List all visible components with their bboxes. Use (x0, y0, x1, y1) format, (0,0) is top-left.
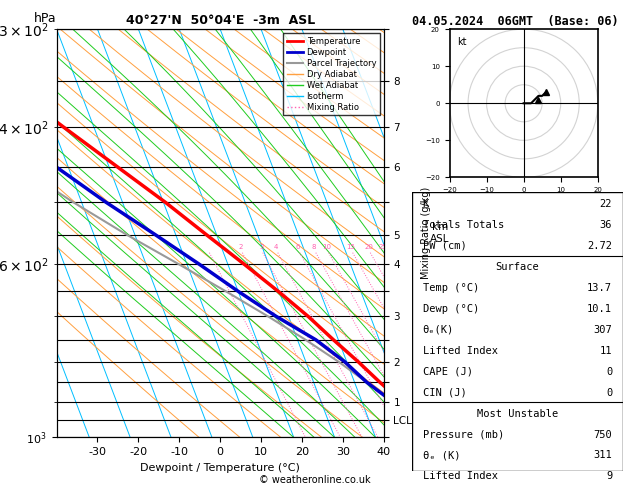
Text: PW (cm): PW (cm) (423, 241, 466, 251)
Text: 0: 0 (606, 366, 612, 377)
Text: 22: 22 (599, 199, 612, 209)
Text: Lifted Index: Lifted Index (423, 346, 498, 356)
Text: 8: 8 (312, 244, 316, 250)
Text: Surface: Surface (496, 262, 539, 272)
Text: Pressure (mb): Pressure (mb) (423, 430, 504, 439)
Text: 3: 3 (259, 244, 264, 250)
Text: 750: 750 (593, 430, 612, 439)
Text: 2.72: 2.72 (587, 241, 612, 251)
Text: Dewp (°C): Dewp (°C) (423, 304, 479, 314)
Y-axis label: km
ASL: km ASL (430, 223, 450, 244)
Text: 6: 6 (296, 244, 301, 250)
Text: 2: 2 (238, 244, 243, 250)
Text: θₑ(K): θₑ(K) (423, 325, 454, 335)
Text: 307: 307 (593, 325, 612, 335)
Text: 0: 0 (606, 387, 612, 398)
Text: Mixing Ratio (g/kg): Mixing Ratio (g/kg) (421, 187, 431, 279)
Text: 13.7: 13.7 (587, 283, 612, 293)
Text: 04.05.2024  06GMT  (Base: 06): 04.05.2024 06GMT (Base: 06) (412, 15, 618, 28)
Text: K: K (423, 199, 429, 209)
X-axis label: Dewpoint / Temperature (°C): Dewpoint / Temperature (°C) (140, 463, 300, 473)
Text: 10.1: 10.1 (587, 304, 612, 314)
Text: Temp (°C): Temp (°C) (423, 283, 479, 293)
Text: 311: 311 (593, 451, 612, 460)
Text: 25: 25 (378, 244, 387, 250)
Text: CIN (J): CIN (J) (423, 387, 466, 398)
Text: Totals Totals: Totals Totals (423, 220, 504, 230)
Text: © weatheronline.co.uk: © weatheronline.co.uk (259, 475, 370, 485)
Legend: Temperature, Dewpoint, Parcel Trajectory, Dry Adiabat, Wet Adiabat, Isotherm, Mi: Temperature, Dewpoint, Parcel Trajectory… (283, 34, 379, 116)
Text: CAPE (J): CAPE (J) (423, 366, 472, 377)
Text: 10: 10 (323, 244, 331, 250)
Text: Most Unstable: Most Unstable (477, 409, 558, 418)
Text: 20: 20 (364, 244, 373, 250)
Text: 11: 11 (599, 346, 612, 356)
Text: 9: 9 (606, 471, 612, 482)
Text: hPa: hPa (34, 12, 57, 25)
Text: 15: 15 (347, 244, 355, 250)
Text: θₑ (K): θₑ (K) (423, 451, 460, 460)
Text: 4: 4 (274, 244, 279, 250)
Title: 40°27'N  50°04'E  -3m  ASL: 40°27'N 50°04'E -3m ASL (126, 14, 314, 27)
Text: Lifted Index: Lifted Index (423, 471, 498, 482)
Text: 36: 36 (599, 220, 612, 230)
Text: kt: kt (457, 36, 467, 47)
